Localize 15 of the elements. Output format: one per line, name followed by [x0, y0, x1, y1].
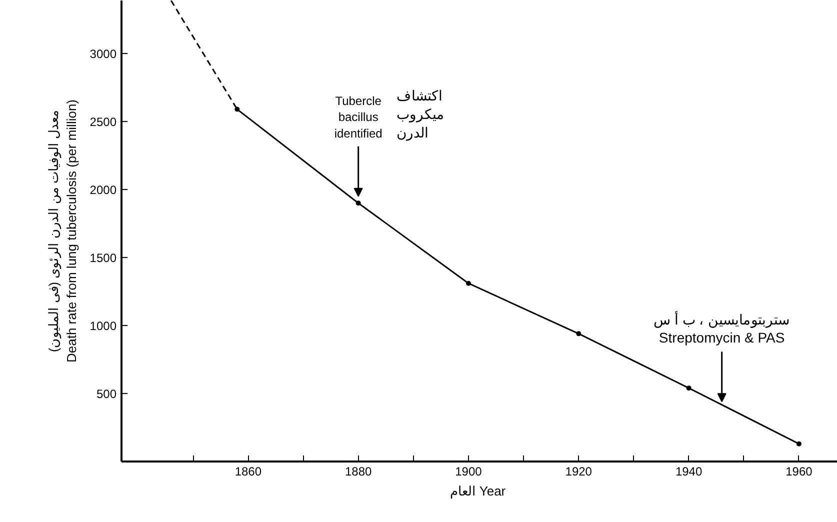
y-tick-label: 1500: [90, 251, 117, 266]
x-tick-label: 1880: [344, 464, 372, 478]
annotation: Tubercle bacillus identified: [334, 94, 382, 140]
x-tick-label: 1920: [565, 464, 592, 478]
x-axis-title: العام Year: [450, 484, 506, 500]
x-tick-label: 1900: [455, 464, 482, 478]
y-tick-label: 1000: [90, 319, 117, 334]
y-tick-label: 3000: [90, 47, 117, 62]
x-tick-label: 1860: [234, 464, 262, 478]
y-tick-label: 500: [96, 387, 117, 402]
y-tick-label: 2000: [90, 183, 117, 198]
y-tick-label: 2500: [90, 115, 117, 130]
x-tick-label: 1960: [786, 464, 813, 478]
annotation: اكتشاف ميكروب الدرن: [396, 88, 444, 142]
x-tick-label: 1940: [675, 464, 702, 478]
